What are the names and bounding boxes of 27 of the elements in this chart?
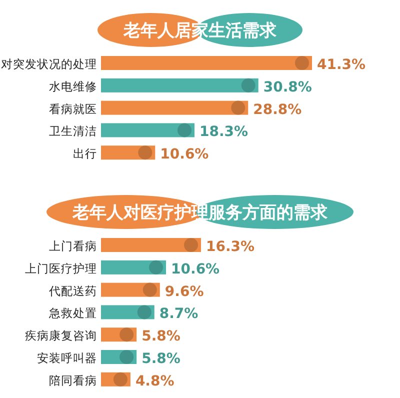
y-tick-label: 卫生清洁 [49,124,97,138]
y-tick-label: 对突发状况的处理 [1,57,97,71]
y-tick-label: 疾病康复咨询 [25,328,97,343]
data-label: 18.3% [199,124,248,140]
data-label: 5.8% [142,351,180,367]
y-tick-label: 安装呼叫器 [37,351,97,365]
data-label: 5.8% [142,328,180,345]
data-label: 30.8% [263,79,312,96]
data-label: 10.6% [160,146,209,163]
data-label: 8.7% [159,306,198,322]
bar [101,100,248,115]
data-label: 9.6% [164,284,204,300]
y-tick-label: 上门医疗护理 [25,261,97,276]
data-label: 16.3% [206,239,255,255]
bar [101,78,258,92]
data-label: 4.8% [135,373,174,390]
y-tick-label: 水电维修 [49,79,97,94]
data-label: 28.8% [253,102,302,118]
data-label: 10.6% [171,261,220,278]
y-tick-label: 陪同看病 [49,373,97,388]
y-tick-label: 看病就医 [49,102,97,116]
data-label: 41.3% [317,57,366,73]
y-tick-label: 代配送药 [48,284,97,298]
y-tick-label: 急救处置 [48,306,97,320]
y-tick-label: 出行 [73,146,97,161]
bar [101,56,312,70]
y-tick-label: 上门看病 [49,239,97,253]
